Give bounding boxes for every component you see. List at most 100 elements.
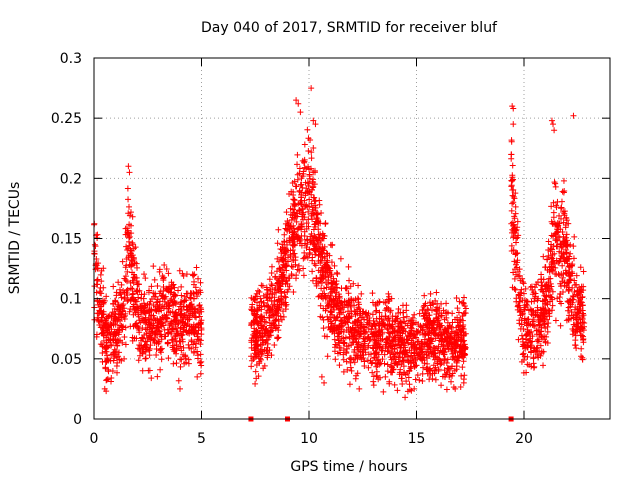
data-point [273,306,280,313]
data-point [320,235,327,242]
data-point [432,350,439,357]
data-point [328,308,335,315]
grid-lines [94,58,610,419]
data-point-outlier [194,373,201,380]
data-point [399,381,406,388]
data-point [419,306,426,313]
data-point [294,151,301,158]
data-point [278,271,285,278]
data-point [384,348,391,355]
data-point [253,361,260,368]
data-point [520,280,527,287]
data-point [173,345,180,352]
data-point [389,324,396,331]
data-point [371,333,378,340]
data-point [320,247,327,254]
data-point [512,286,519,293]
data-point [442,325,449,332]
data-point [121,275,128,282]
data-point [250,355,257,362]
data-point [324,313,331,320]
data-point [282,303,289,310]
data-point [129,291,136,298]
data-point [249,301,256,308]
data-point [353,372,360,379]
data-point [274,335,281,342]
data-point [565,288,572,295]
data-point [274,255,281,262]
y-tick-label: 0.2 [60,171,82,187]
data-point [535,338,542,345]
data-point [170,281,177,288]
data-point [438,341,445,348]
data-point [571,321,578,328]
data-point [111,310,118,317]
data-point-outlier [126,169,133,176]
data-point [316,292,323,299]
data-point [152,293,159,300]
data-point [540,362,547,369]
data-point [147,323,154,330]
data-point [267,312,274,319]
data-point [102,344,109,351]
data-point [288,263,295,270]
data-point [545,238,552,245]
data-point [298,194,305,201]
data-point [322,220,329,227]
data-point [524,328,531,335]
data-point [295,224,302,231]
data-point [571,277,578,284]
data-point [567,315,574,322]
data-point [424,346,431,353]
data-point [295,200,302,207]
data-point [179,318,186,325]
data-point [194,348,201,355]
data-point [412,319,419,326]
data-point [153,324,160,331]
data-point [120,301,127,308]
data-point [289,242,296,249]
data-point [146,287,153,294]
data-point [443,314,450,321]
data-point [160,287,167,294]
data-point [126,233,133,240]
data-point [103,339,110,346]
y-tick-labels: 0 0.05 0.1 0.15 0.2 0.25 0.3 [51,51,82,428]
data-point [561,210,568,217]
data-point [191,328,198,335]
data-point [296,170,303,177]
data-point [189,271,196,278]
data-point [254,342,261,349]
data-point [194,352,201,359]
data-point [558,270,565,277]
data-point [98,267,105,274]
data-point [416,377,423,384]
data-point [551,230,558,237]
data-point [579,356,586,363]
data-point [257,295,264,302]
data-point [271,294,278,301]
data-point [420,364,427,371]
data-point [558,215,565,222]
data-point [378,347,385,354]
data-point [417,322,424,329]
data-point [530,354,537,361]
data-point [330,296,337,303]
data-points [91,85,588,422]
data-point [320,265,327,272]
data-point [113,354,120,361]
data-point [103,377,110,384]
data-point [579,293,586,300]
data-point [98,290,105,297]
data-point [563,249,570,256]
data-point [577,298,584,305]
data-point [123,287,130,294]
data-point [358,330,365,337]
data-point [523,331,530,338]
data-point [461,345,468,352]
data-point [545,252,552,259]
data-point [320,285,327,292]
data-point [136,317,143,324]
data-point [392,341,399,348]
data-point [166,309,173,316]
